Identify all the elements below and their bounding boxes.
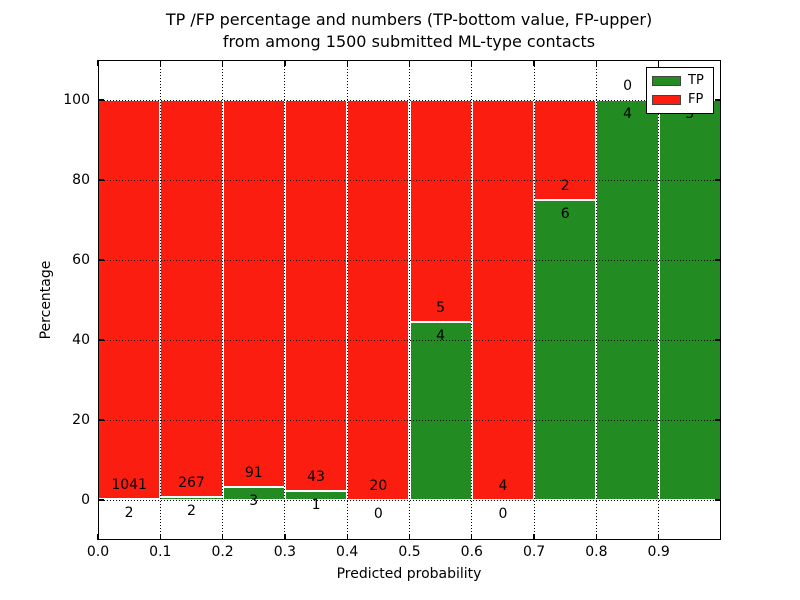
legend-entry-fp: FP	[652, 92, 708, 108]
legend-label-fp: FP	[688, 92, 704, 107]
tp-color-swatch	[652, 76, 681, 86]
legend-label-tp: TP	[688, 73, 704, 88]
bar-segment-tp	[658, 100, 721, 500]
fp-count-label: 2	[560, 178, 570, 194]
y-tick-label: 100	[63, 91, 90, 108]
chart-title-line1: TP /FP percentage and numbers (TP-bottom…	[165, 10, 653, 29]
tp-count-label: 2	[186, 503, 196, 520]
tp-count-label: 2	[124, 505, 134, 522]
fp-count-label: 5	[436, 300, 446, 317]
bar-segment-fp	[222, 100, 285, 488]
bar-segment-tp	[160, 497, 223, 500]
x-tick-label: 0.0	[86, 544, 110, 560]
x-tick-label: 0.5	[398, 544, 421, 560]
fp-count-label: 91	[244, 465, 263, 482]
bar-segment-tp	[284, 490, 348, 500]
y-tick-label: 60	[72, 251, 90, 268]
fp-color-swatch	[652, 95, 681, 105]
x-tick-label: 0.3	[273, 544, 297, 560]
x-tick-label: 0.6	[460, 544, 483, 560]
x-tick-label: 0.1	[149, 544, 172, 560]
bar-segment-fp	[534, 100, 597, 200]
x-tick-label: 0.2	[211, 544, 234, 560]
bar-count-annotations: 1041226729134312005440260405	[98, 60, 721, 540]
bar-segment-tp	[596, 100, 659, 500]
tp-count-label: 1	[311, 496, 321, 513]
plot-area	[98, 60, 721, 540]
legend-entry-tp: TP	[652, 73, 708, 89]
fp-count-label: 0	[623, 78, 632, 94]
tp-count-label: 5	[685, 106, 695, 122]
chart-title: TP /FP percentage and numbers (TP-bottom…	[166, 9, 652, 53]
bar-segment-fp	[347, 100, 410, 500]
fp-count-label: 20	[369, 478, 388, 494]
fp-count-label: 267	[178, 475, 205, 492]
bar-segment-fp	[471, 100, 535, 500]
x-axis-label: Predicted probability	[336, 566, 482, 582]
tp-count-label: 4	[623, 106, 632, 122]
tp-count-label: 3	[249, 493, 259, 510]
x-tick-label: 0.7	[522, 544, 546, 560]
y-axis-label: Percentage	[38, 260, 54, 340]
chart-title-line2: from among 1500 submitted ML-type contac…	[222, 32, 596, 51]
tp-count-label: 0	[498, 506, 508, 522]
bar-segment-fp	[98, 100, 161, 500]
bar-segment-fp	[284, 100, 348, 491]
legend: TP FP	[646, 67, 714, 114]
y-tick-label: 20	[72, 411, 90, 428]
bar-segment-tp	[534, 200, 597, 500]
bar-segment-fp	[160, 100, 223, 498]
bar-segment-tp	[222, 487, 285, 500]
bar-segment-fp	[409, 100, 472, 323]
y-tick-label: 0	[81, 491, 90, 508]
tp-count-label: 4	[436, 328, 446, 345]
x-tick-label: 0.8	[585, 544, 608, 560]
y-tick-label: 80	[72, 171, 90, 188]
x-tick-label: 0.9	[647, 544, 670, 560]
fp-count-label: 4	[498, 478, 508, 494]
y-tick-label: 40	[72, 331, 90, 348]
tp-count-label: 0	[373, 506, 383, 522]
x-tick-label: 0.4	[336, 544, 359, 560]
fp-count-label: 43	[307, 468, 325, 485]
tp-count-label: 6	[560, 206, 570, 222]
bar-segment-tp	[409, 322, 472, 500]
fp-count-label: 1041	[111, 477, 147, 494]
